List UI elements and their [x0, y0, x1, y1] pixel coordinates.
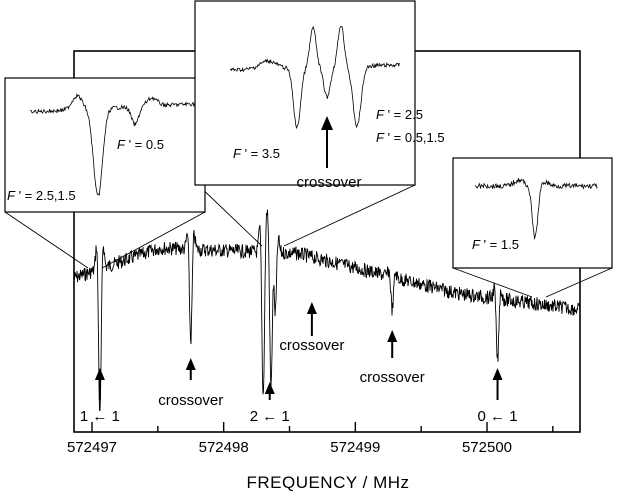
peak-annotations: 1 ← 1 crossover 2 ← 1 crossover crossover 0 ←…: [80, 302, 518, 425]
x-axis-title: FREQUENCY / MHz: [246, 473, 409, 492]
inset-middle-label-2.5-value: ' = 2.5: [384, 107, 423, 122]
inset-middle-label-3.5-value: ' = 3.5: [241, 146, 280, 161]
annotation-arrow-head: [492, 368, 503, 380]
inset-left-frame: [4, 77, 206, 213]
spectrum-trace: [73, 209, 581, 412]
inset-middle: F ' = 3.5 F ' = 2.5 F ' = 0.5,1.5 crosso…: [194, 0, 445, 191]
connector-mid-2: [283, 184, 416, 247]
inset-left-label-0.5-prefix: F: [117, 137, 126, 152]
annotation-label: crossover: [158, 392, 223, 409]
inset-right-trace: [474, 178, 598, 240]
x-tick-label: 572499: [330, 439, 380, 456]
annotation-arrow-head: [387, 330, 398, 342]
annotation-arrow-head: [94, 368, 105, 380]
annotation-label: 0 ← 1: [478, 408, 518, 425]
inset-middle-label-3.5: F ' = 3.5: [233, 146, 280, 161]
annotation-arrow-head: [306, 302, 317, 314]
inset-right-label-1.5: F ' = 1.5: [472, 237, 519, 252]
inset-left-label-2.5-value: ' = 2.5,1.5: [15, 188, 76, 203]
inset-right-label-1.5-value: ' = 1.5: [480, 237, 519, 252]
inset-right-label-1.5-prefix: F: [472, 237, 481, 252]
inset-middle-label-0.5-1.5: F ' = 0.5,1.5: [376, 130, 445, 145]
connector-right-2: [545, 267, 613, 298]
inset-left-trace: [29, 92, 195, 197]
inset-right: F ' = 1.5: [452, 157, 613, 269]
inset-left-label-2.5-prefix: F: [7, 188, 16, 203]
inset-middle-crossover-arrow-head: [321, 116, 333, 130]
inset-connectors: [4, 181, 613, 298]
annotation-arrow-head: [264, 382, 275, 394]
inset-right-frame: [452, 157, 613, 269]
annotation-label: 1 ← 1: [80, 408, 120, 425]
inset-middle-crossover-label: crossover: [296, 174, 361, 191]
inset-middle-label-2.5: F ' = 2.5: [376, 107, 423, 122]
x-tick-label: 572500: [462, 439, 512, 456]
inset-middle-label-3.5-prefix: F: [233, 146, 242, 161]
inset-left-label-0.5-value: ' = 0.5: [125, 137, 164, 152]
inset-left-label-2.5: F ' = 2.5,1.5: [7, 188, 76, 203]
x-tick-label: 572497: [67, 439, 117, 456]
connector-right-1: [452, 267, 533, 298]
connector-mid-1: [194, 181, 263, 247]
inset-middle-frame: [194, 0, 416, 186]
annotation-label: crossover: [360, 369, 425, 386]
inset-middle-label-2.5-prefix: F: [376, 107, 385, 122]
inset-left-label-0.5: F ' = 0.5: [117, 137, 164, 152]
annotation-arrow-head: [185, 358, 196, 370]
x-tick-label: 572498: [199, 439, 249, 456]
connector-left-2: [101, 211, 206, 269]
inset-left: F ' = 0.5 F ' = 2.5,1.5: [4, 77, 206, 213]
inset-middle-label-0.5-1.5-prefix: F: [376, 130, 385, 145]
inset-middle-trace: [229, 25, 400, 130]
annotation-label: crossover: [279, 337, 344, 354]
inset-middle-label-0.5-1.5-value: ' = 0.5,1.5: [384, 130, 445, 145]
x-axis-ticks: 572497 572498 572499 572500: [67, 422, 554, 456]
annotation-label: 2 ← 1: [250, 408, 290, 425]
connector-left-1: [4, 211, 89, 269]
